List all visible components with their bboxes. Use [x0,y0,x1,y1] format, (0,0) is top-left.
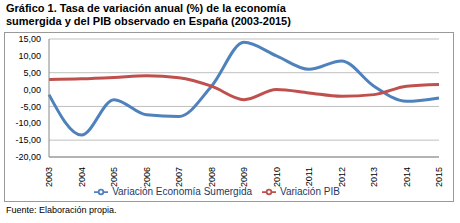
svg-text:2009: 2009 [239,167,249,187]
svg-text:2008: 2008 [207,167,217,187]
svg-text:2007: 2007 [174,167,184,187]
svg-text:2012: 2012 [337,167,347,187]
svg-text:5,00: 5,00 [23,68,41,78]
svg-text:-20,00: -20,00 [15,152,41,162]
svg-text:2011: 2011 [304,167,314,186]
svg-text:2014: 2014 [402,167,412,187]
svg-text:2004: 2004 [77,167,87,187]
html-text:Fuente: Elaboración propia.: Fuente: Elaboración propia. [6,205,117,215]
svg-text:-15,00: -15,00 [15,135,41,145]
svg-text:10,00: 10,00 [18,51,41,61]
svg-text:2015: 2015 [434,167,444,187]
svg-text:-10,00: -10,00 [15,118,41,128]
svg-text:2010: 2010 [272,167,282,187]
html-text:Gráfico 1. Tasa de variación a: Gráfico 1. Tasa de variación anual (%) d… [6,2,291,27]
svg-text:2006: 2006 [142,167,152,187]
html-text:Variación PIB: Variación PIB [280,185,340,197]
svg-text:2003: 2003 [44,167,54,187]
svg-text:2013: 2013 [369,167,379,187]
svg-text:15,00: 15,00 [18,34,41,44]
html-text:Variación Economía Sumergida: Variación Economía Sumergida [112,185,252,197]
svg-text:2005: 2005 [109,167,119,187]
svg-text:0,00: 0,00 [23,85,41,95]
svg-text:-5,00: -5,00 [20,102,41,112]
